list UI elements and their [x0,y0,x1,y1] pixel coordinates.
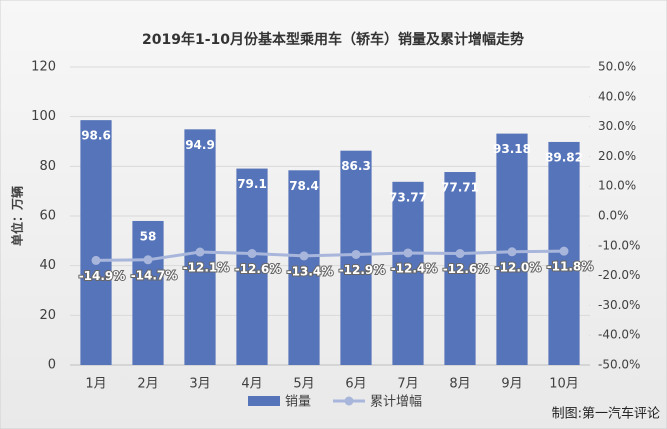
bar-value-label: 86.3 [341,159,371,173]
line-value-label: -12.4% [391,261,438,275]
line-value-label: -14.7% [131,268,178,282]
y2-tick-label: 30.0% [598,119,636,133]
line-value-label: -12.9% [339,263,386,277]
y2-tick-label: -30.0% [598,298,640,312]
y-tick-label: 120 [31,60,56,75]
legend-swatch [344,396,354,406]
y-tick-label: 60 [39,209,56,224]
y2-tick-label: 20.0% [598,149,636,163]
bar-value-label: 79.1 [237,177,267,191]
y2-tick-label: 0.0% [598,209,629,223]
line-marker [351,249,361,259]
bar [184,129,216,365]
y2-tick-label: -20.0% [598,268,640,282]
bar [80,120,112,365]
bar-value-label: 73.77 [389,190,427,204]
bar [392,181,424,365]
bar-value-label: 94.9 [185,138,215,152]
bar-value-label: 93.18 [493,142,531,156]
bar [132,220,164,365]
line-marker [455,249,465,259]
line-value-label: -12.6% [235,262,282,276]
line [95,249,565,262]
y2-tick-label: -10.0% [598,238,640,252]
legend-label: 累计增幅 [370,395,422,410]
bar [444,172,476,365]
source-note: 制图:第一汽车评论 [552,406,660,422]
line-marker [559,246,569,256]
line-marker [507,247,517,257]
bar-value-label: 89.82 [545,150,583,164]
x-tick-label: 6月 [345,377,366,392]
line-value-label: -12.6% [443,262,490,276]
y-tick-label: 40 [39,258,56,273]
x-tick-label: 5月 [293,377,314,392]
line-marker [195,247,205,257]
legend-label: 销量 [285,395,311,410]
line-marker [143,255,153,265]
y2-tick-label: -40.0% [598,328,640,342]
chart-title: 2019年1-10月份基本型乘用车（轿车）销量及累计增幅走势 [142,31,524,48]
y-tick-label: 80 [39,159,56,174]
x-tick-label: 8月 [449,377,470,392]
x-tick-label: 3月 [189,377,210,392]
line-marker [247,249,257,259]
legend-swatch [248,396,280,406]
x-tick-label: 10月 [549,377,579,392]
x-tick-label: 2月 [137,377,158,392]
x-tick-label: 4月 [241,377,262,392]
line-value-label: -13.4% [287,264,334,278]
bar [236,168,268,365]
y2-tick-label: 50.0% [598,60,636,74]
line-value-label: -12.1% [183,261,230,275]
x-tick-label: 9月 [501,377,522,392]
bar-value-label: 77.71 [441,181,479,195]
line-value-label: -11.8% [547,260,594,274]
y2-tick-label: 10.0% [598,179,636,193]
line-value-label: -14.9% [79,269,126,283]
y-axis-label: 单位：万辆 [10,186,25,246]
y-tick-label: 20 [39,308,56,323]
line-marker [299,251,309,261]
x-tick-label: 7月 [397,377,418,392]
bar-value-label: 58 [140,229,157,243]
x-tick-label: 1月 [85,377,106,392]
bar-value-label: 98.6 [81,129,111,143]
bar [288,170,320,365]
y2-tick-label: -50.0% [598,358,640,372]
y2-tick-label: 40.0% [598,89,636,103]
line-value-label: -12.0% [495,260,542,274]
y-tick-label: 0 [48,358,56,373]
line-marker [91,255,101,265]
y-tick-label: 100 [31,109,56,124]
line-marker [403,248,413,258]
bar-value-label: 78.4 [289,179,319,193]
